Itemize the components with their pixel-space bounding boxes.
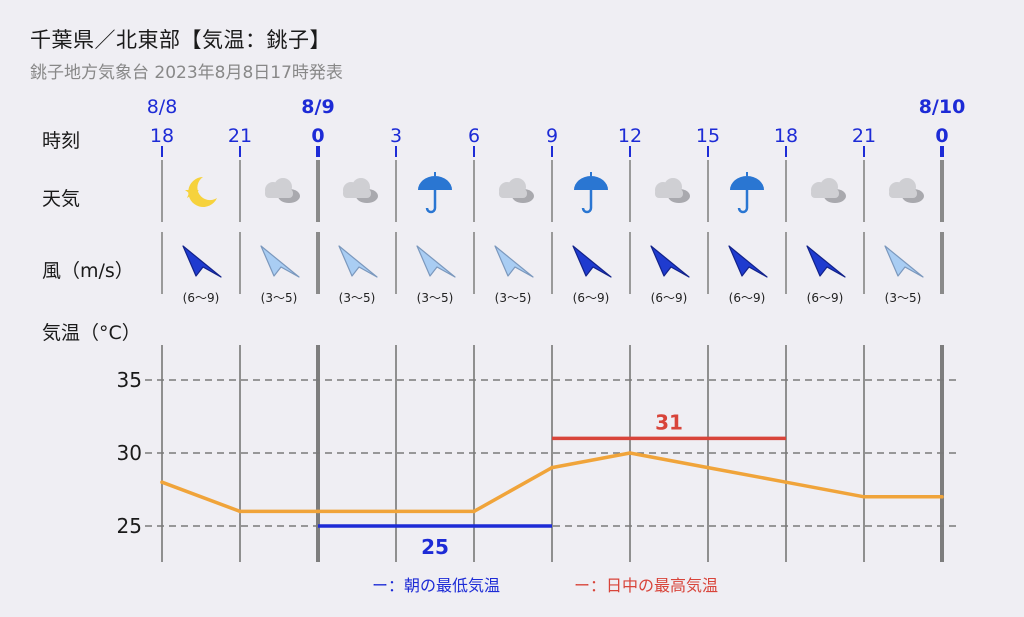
umbrella-icon <box>730 172 764 214</box>
max-temp-label: 31 <box>655 410 683 434</box>
wind-arrow-icon <box>338 245 378 278</box>
wind-arrow-icon <box>650 245 690 278</box>
temperature-point <box>394 509 398 514</box>
wind-arrow-icon <box>572 245 612 278</box>
time-row-label: 時刻 <box>42 130 81 152</box>
page-title: 千葉県／北東部【気温：銚子】 <box>30 28 331 52</box>
wind-arrow-icon <box>494 245 534 278</box>
wind-arrow-icon <box>728 245 768 278</box>
wind-arrow-icon <box>182 245 222 278</box>
wind-arrow-icon <box>884 245 924 278</box>
hour-label: 21 <box>852 125 876 147</box>
wind-range-label: (6〜9) <box>573 291 610 305</box>
weather-row-label: 天気 <box>42 188 81 210</box>
y-tick-label: 30 <box>117 441 142 465</box>
wind-range-label: (6〜9) <box>807 291 844 305</box>
umbrella-icon <box>574 172 608 214</box>
cloud-icon <box>265 178 300 203</box>
page-subtitle: 銚子地方気象台 2023年8月8日17時発表 <box>30 63 343 83</box>
cloud-icon <box>655 178 690 203</box>
wind-range-label: (3〜5) <box>339 291 376 305</box>
wind-range-label: (6〜9) <box>183 291 220 305</box>
moon-star-icon <box>185 177 217 207</box>
wind-range-label: (3〜5) <box>495 291 532 305</box>
temperature-point <box>784 480 788 485</box>
temperature-point <box>316 509 320 514</box>
y-tick-label: 35 <box>117 368 142 392</box>
temperature-point <box>238 509 242 514</box>
wind-arrow-icon <box>806 245 846 278</box>
wind-range-label: (3〜5) <box>885 291 922 305</box>
y-tick-label: 25 <box>117 514 142 538</box>
temperature-point <box>472 509 476 514</box>
cloud-icon <box>499 178 534 203</box>
hour-label: 0 <box>935 125 948 147</box>
hour-label: 6 <box>468 125 480 147</box>
temperature-point <box>628 451 632 455</box>
legend-low-temp: ー：朝の最低気温 <box>372 576 501 595</box>
hour-label: 9 <box>546 125 558 147</box>
wind-range-label: (3〜5) <box>261 291 298 305</box>
umbrella-icon <box>418 172 452 214</box>
hour-label: 0 <box>311 125 324 147</box>
hour-label: 3 <box>390 125 402 147</box>
hour-label: 12 <box>618 125 642 147</box>
hour-label: 21 <box>228 125 252 147</box>
cloud-icon <box>811 178 846 203</box>
temperature-point <box>940 495 944 499</box>
wind-row-label: 風（m/s） <box>42 260 134 282</box>
min-temp-label: 25 <box>421 535 449 559</box>
temperature-point <box>160 480 164 485</box>
wind-range-label: (3〜5) <box>417 291 454 305</box>
wind-range-label: (6〜9) <box>651 291 688 305</box>
date-label: 8/10 <box>919 96 966 118</box>
temperature-point <box>550 465 554 470</box>
wind-arrow-icon <box>260 245 300 278</box>
cloud-icon <box>889 178 924 203</box>
hour-label: 18 <box>150 125 174 147</box>
temperature-point <box>862 495 866 499</box>
hour-label: 18 <box>774 125 798 147</box>
temperature-row-label: 気温（°C） <box>42 322 141 344</box>
temperature-point <box>706 465 710 470</box>
date-label: 8/9 <box>301 96 334 118</box>
legend-high-temp: ー：日中の最高気温 <box>574 576 719 595</box>
cloud-icon <box>343 178 378 203</box>
date-label: 8/8 <box>147 96 178 118</box>
hour-label: 15 <box>696 125 720 147</box>
wind-arrow-icon <box>416 245 456 278</box>
wind-range-label: (6〜9) <box>729 291 766 305</box>
